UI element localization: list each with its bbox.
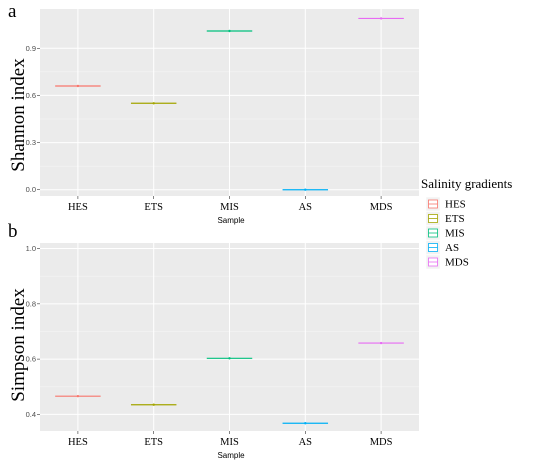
legend-label: HES [445,199,466,211]
x-tick-label: HES [68,437,88,448]
x-tick-label: AS [299,202,313,213]
y-tick-label: 0.0 [26,185,36,194]
panel-a-gridlines [40,9,419,196]
legend-label: MDS [445,257,469,269]
x-tick-label: MIS [220,202,239,213]
point-mis [228,357,231,360]
y-tick-label: 0.8 [26,299,36,308]
point-hes [76,394,80,398]
panel-a-y-ticks: 0.0 0.3 0.6 0.9 [26,44,40,194]
panel-a-x-axis-label: Sample [217,216,245,225]
legend-item-mis: MIS [425,225,465,241]
point-ets [152,102,155,105]
point-as [304,422,307,425]
point-hes [76,84,80,88]
legend-items: HES ETS MIS AS MDS [425,196,469,270]
y-tick-label: 0.9 [26,44,36,53]
legend-item-ets: ETS [425,211,465,226]
panel-b-y-ticks: 0.4 0.6 0.8 1.0 [26,244,40,419]
point-mis [228,29,231,33]
legend-label: AS [445,242,459,254]
panel-b-x-axis-label: Sample [217,451,245,460]
point-mds [379,341,383,345]
legend-label: MIS [445,228,465,240]
y-tick-label: 0.6 [26,91,36,100]
legend-item-hes: HES [425,196,466,212]
y-tick-label: 0.6 [26,355,36,364]
panel-a-marks [55,17,404,191]
y-tick-label: 0.3 [26,138,36,147]
x-tick-label: ETS [144,437,163,448]
legend-item-as: AS [425,240,459,255]
panel-b-y-axis-label: Simpson index [8,288,29,402]
panel-b-marks [55,341,404,425]
panel-b-letter: b [8,221,18,242]
x-tick-label: MDS [370,437,393,448]
legend-label: ETS [445,213,465,225]
point-ets [152,403,155,406]
x-tick-label: HES [68,202,88,213]
legend: Salinity gradients HES ETS MIS AS MDS [421,176,512,270]
panel-a-x-ticks: HES ETS MIS AS MDS [68,196,393,213]
panel-a-y-axis-label: Shannon index [8,58,29,172]
x-tick-label: ETS [144,202,163,213]
panel-a-letter: a [8,1,17,22]
point-mds [379,17,383,20]
y-tick-label: 0.4 [26,410,36,419]
x-tick-label: MIS [220,437,239,448]
panel-b-gridlines [40,243,419,431]
x-tick-label: AS [299,437,313,448]
x-tick-label: MDS [370,202,393,213]
panel-a: a 0.0 0.3 0.6 0.9 HES ETS MIS AS MDS Shannon in… [8,1,419,225]
y-tick-label: 1.0 [26,244,36,253]
panel-b-x-ticks: HES ETS MIS AS MDS [68,431,393,448]
point-as [304,188,307,191]
legend-item-mds: MDS [425,254,469,270]
panel-b: b 0.4 0.6 0.8 1.0 HES ETS MIS AS MDS Simpson in… [8,221,419,460]
legend-title: Salinity gradients [421,176,512,191]
